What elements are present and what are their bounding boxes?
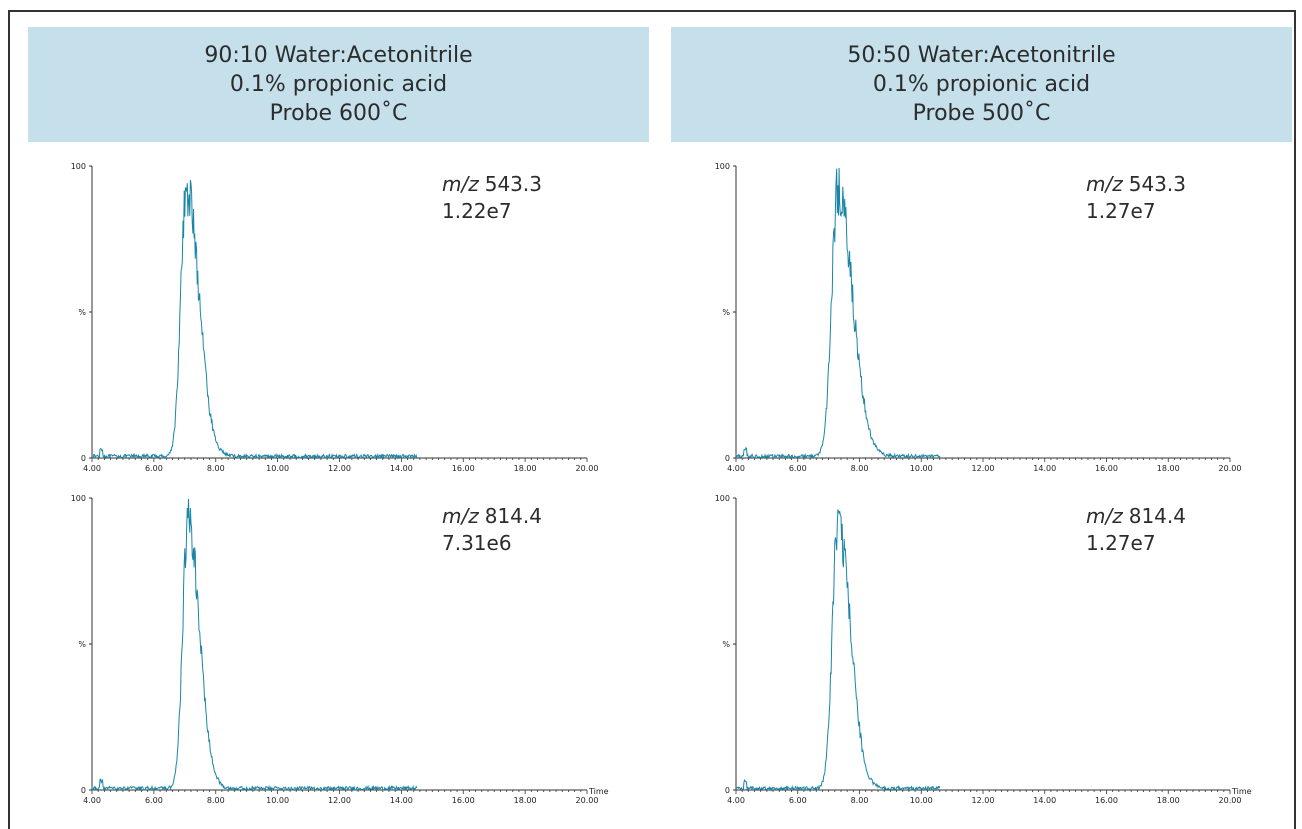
x-tick-label: 8.00 [851,796,869,805]
chromatogram-bottom-right: 0% 100 4.00 6.00 8.00 10.00 12.00 14.00 16.00 18.… [715,494,1252,805]
x-tick-label: 18.00 [514,796,537,805]
chromatogram-trace [735,167,941,460]
x-tick-label: 20.00 [1219,796,1242,805]
x-tick-label: 10.00 [910,464,933,473]
column-header-left: 90:10 Water:Acetonitrile 0.1% propionic … [28,27,649,142]
mz-prefix: m/z [442,504,479,528]
x-tick-label: 12.00 [328,464,351,473]
y-tick-label: 0 [725,454,730,463]
x-tick-label: 14.00 [390,464,413,473]
x-tick-label: 20.00 [576,796,599,805]
x-tick-label: 6.00 [145,464,163,473]
x-tick-label: 10.00 [266,796,289,805]
x-tick-label: 10.00 [266,464,289,473]
header-solvent: 90:10 Water:Acetonitrile [204,43,473,68]
x-tick-label: 4.00 [83,796,101,805]
intensity-label: 1.22e7 [442,199,512,223]
y-tick-label: % [78,640,86,649]
y-tick-label: 100 [71,494,86,503]
y-tick-label: % [722,640,730,649]
y-tick-label: 0 [81,454,86,463]
mz-prefix: m/z [442,172,479,196]
x-tick-label: 14.00 [1033,464,1056,473]
chromatogram-trace [91,498,418,792]
x-tick-label: 16.00 [1095,796,1118,805]
column-header-right: 50:50 Water:Acetonitrile 0.1% propionic … [671,27,1292,142]
x-tick-label: 8.00 [207,464,225,473]
x-tick-label: 4.00 [727,464,745,473]
mz-prefix: m/z [1086,504,1123,528]
chromatogram-top-right: 0% 100 4.00 6.00 8.00 10.00 12.00 14.00 16.00 18.… [715,162,1242,473]
x-tick-label: 16.00 [452,464,475,473]
x-tick-label: 6.00 [789,464,807,473]
y-tick-label: % [78,308,86,317]
x-tick-label: 6.00 [789,796,807,805]
y-tick-label: 0 [81,786,86,795]
chromatogram-trace [735,509,941,792]
y-tick-label: 100 [715,494,730,503]
x-tick-label: 12.00 [972,464,995,473]
x-tick-label: 18.00 [514,464,537,473]
x-tick-label: 4.00 [83,464,101,473]
mz-value: 543.3 [1129,172,1186,196]
header-additive: 0.1% propionic acid [229,72,448,97]
mz-value: 814.4 [1129,504,1186,528]
mz-prefix: m/z [1086,172,1123,196]
mz-value: 814.4 [485,504,542,528]
chromatogram-bottom-left: 0% 100 4.00 6.00 8.00 10.00 12.00 14.00 16.00 18.… [71,494,609,805]
mz-label: m/z 543.3 [442,172,542,196]
mz-label: m/z 814.4 [1086,504,1186,528]
x-axis-label: Time [1231,787,1252,796]
x-tick-label: 18.00 [1157,464,1180,473]
x-tick-label: 16.00 [452,796,475,805]
header-additive: 0.1% propionic acid [872,72,1091,97]
intensity-label: 7.31e6 [442,531,512,555]
figure-frame [8,10,1296,829]
y-tick-label: 100 [715,162,730,171]
x-tick-label: 14.00 [1033,796,1056,805]
x-tick-label: 12.00 [328,796,351,805]
x-tick-label: 18.00 [1157,796,1180,805]
x-tick-label: 10.00 [910,796,933,805]
x-tick-label: 20.00 [576,464,599,473]
mz-value: 543.3 [485,172,542,196]
y-tick-label: 100 [71,162,86,171]
mz-label: m/z 814.4 [442,504,542,528]
mz-label: m/z 543.3 [1086,172,1186,196]
x-tick-label: 8.00 [207,796,225,805]
header-solvent: 50:50 Water:Acetonitrile [847,43,1116,68]
header-probe-temp: Probe 600˚C [269,101,408,126]
x-tick-label: 14.00 [390,796,413,805]
y-tick-label: % [722,308,730,317]
intensity-label: 1.27e7 [1086,531,1156,555]
header-probe-temp: Probe 500˚C [912,101,1051,126]
x-tick-label: 12.00 [972,796,995,805]
chromatogram-trace [91,179,418,460]
x-axis-label: Time [588,787,609,796]
x-tick-label: 4.00 [727,796,745,805]
intensity-label: 1.27e7 [1086,199,1156,223]
y-tick-label: 0 [725,786,730,795]
x-tick-label: 20.00 [1219,464,1242,473]
x-tick-label: 6.00 [145,796,163,805]
x-tick-label: 16.00 [1095,464,1118,473]
chromatogram-top-left: 0% 100 4.00 6.00 8.00 10.00 12.00 14.00 16.00 18.… [71,162,599,473]
x-tick-label: 8.00 [851,464,869,473]
